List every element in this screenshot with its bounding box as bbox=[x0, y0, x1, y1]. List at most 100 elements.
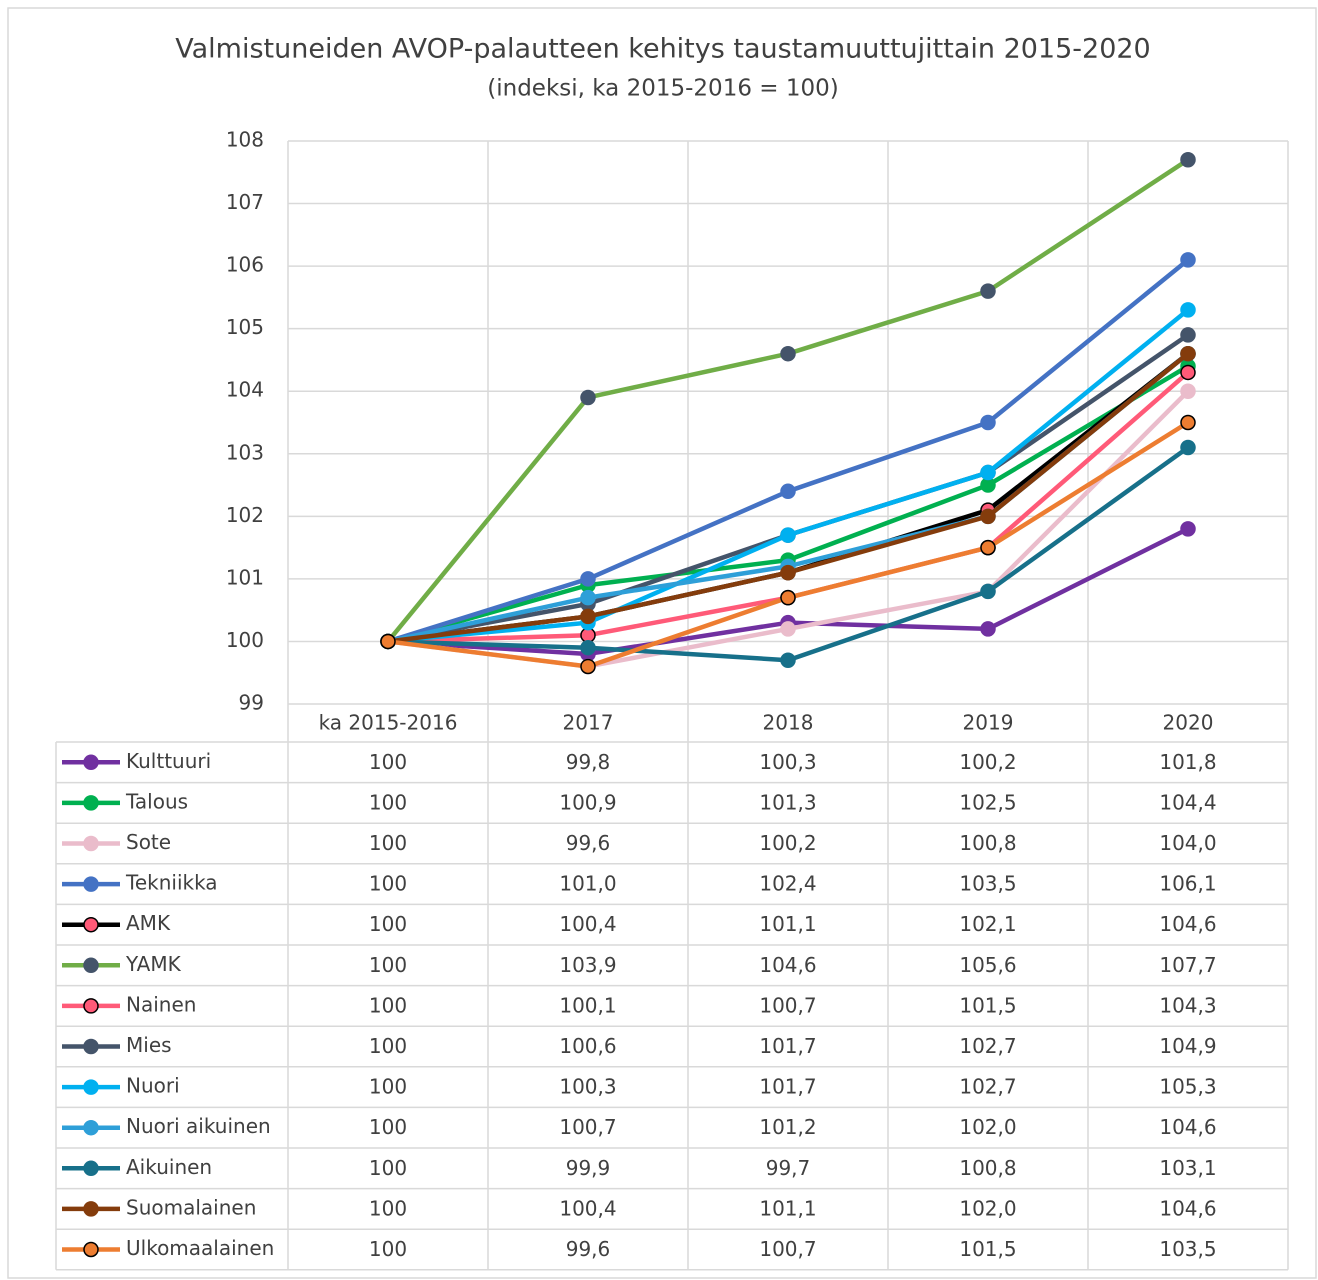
series-marker bbox=[580, 389, 596, 406]
legend-marker bbox=[83, 754, 99, 771]
table-cell: 104,6 bbox=[759, 953, 816, 977]
legend-marker bbox=[83, 916, 99, 933]
table-cell: 101,7 bbox=[759, 1075, 816, 1099]
table-cell: 100 bbox=[369, 1196, 407, 1220]
legend-label: Nuori bbox=[126, 1074, 180, 1098]
table-cell: 100,8 bbox=[959, 1156, 1016, 1180]
table-cell: 102,4 bbox=[759, 872, 816, 896]
table-cell: 100,2 bbox=[959, 750, 1016, 774]
legend-label: Tekniikka bbox=[125, 871, 218, 895]
table-cell: 104,4 bbox=[1159, 790, 1216, 814]
legend-marker bbox=[83, 1201, 99, 1217]
table-cell: 100 bbox=[369, 1237, 407, 1261]
series-marker bbox=[1180, 364, 1196, 381]
series-marker bbox=[980, 621, 996, 637]
legend-marker bbox=[83, 1119, 99, 1136]
table-cell: 107,7 bbox=[1159, 953, 1216, 977]
y-tick-label: 100 bbox=[226, 628, 264, 652]
legend-label: Sote bbox=[126, 830, 171, 854]
series-marker bbox=[1180, 383, 1196, 399]
legend-label: Ulkomaalainen bbox=[126, 1236, 274, 1260]
x-tick-label: 2020 bbox=[1163, 711, 1214, 735]
table-cell: 99,9 bbox=[566, 1156, 611, 1180]
legend-label: Aikuinen bbox=[126, 1155, 212, 1179]
table-cell: 100 bbox=[369, 912, 407, 936]
table-cell: 100 bbox=[369, 953, 407, 977]
series-marker bbox=[580, 608, 596, 625]
series-marker bbox=[780, 652, 796, 668]
legend-label: Nainen bbox=[126, 992, 196, 1016]
table-cell: 101,5 bbox=[959, 1237, 1016, 1261]
table-cell: 100,7 bbox=[759, 1237, 816, 1261]
series-marker bbox=[980, 414, 996, 431]
series-marker bbox=[1180, 521, 1196, 537]
series-marker bbox=[580, 658, 596, 675]
series-marker bbox=[1180, 327, 1196, 343]
table-cell: 101,7 bbox=[759, 1034, 816, 1058]
table-cell: 99,6 bbox=[566, 831, 611, 855]
table-cell: 103,9 bbox=[559, 953, 616, 977]
y-tick-label: 102 bbox=[226, 503, 264, 527]
table-cell: 100,2 bbox=[759, 831, 816, 855]
x-tick-label: 2019 bbox=[963, 711, 1014, 735]
table-cell: 104,9 bbox=[1159, 1034, 1216, 1058]
legend-marker bbox=[83, 1241, 99, 1258]
table-cell: 100 bbox=[369, 1034, 407, 1058]
table-cell: 100 bbox=[369, 750, 407, 774]
series-marker bbox=[980, 508, 996, 525]
series-marker bbox=[780, 589, 796, 606]
series-marker bbox=[380, 633, 396, 650]
legend-label: YAMK bbox=[125, 952, 182, 976]
table-cell: 102,5 bbox=[959, 790, 1016, 814]
table-cell: 103,1 bbox=[1159, 1156, 1216, 1180]
table-cell: 100 bbox=[369, 790, 407, 814]
legend-marker bbox=[83, 835, 99, 852]
series-marker bbox=[780, 345, 796, 362]
y-tick-label: 103 bbox=[226, 440, 264, 464]
table-cell: 102,0 bbox=[959, 1196, 1016, 1220]
table-cell: 102,1 bbox=[959, 912, 1016, 936]
series-marker bbox=[1180, 252, 1196, 268]
table-cell: 101,2 bbox=[759, 1115, 816, 1139]
table-cell: 100 bbox=[369, 1115, 407, 1139]
chart-subtitle: (indeksi, ka 2015-2016 = 100) bbox=[487, 76, 838, 102]
table-cell: 100,8 bbox=[959, 831, 1016, 855]
table-cell: 99,8 bbox=[566, 750, 611, 774]
series-marker bbox=[1180, 439, 1196, 456]
table-cell: 100,1 bbox=[559, 993, 616, 1017]
table-cell: 100,4 bbox=[559, 1196, 616, 1220]
table-cell: 100,4 bbox=[559, 912, 616, 936]
series-marker bbox=[780, 527, 796, 543]
x-tick-label: 2018 bbox=[763, 711, 814, 735]
y-tick-label: 104 bbox=[226, 378, 264, 402]
table-cell: 101,1 bbox=[759, 1196, 816, 1220]
table-cell: 101,8 bbox=[1159, 750, 1216, 774]
table-cell: 104,6 bbox=[1159, 1196, 1216, 1220]
table-cell: 101,1 bbox=[759, 912, 816, 936]
table-cell: 100 bbox=[369, 872, 407, 896]
legend-marker bbox=[83, 998, 99, 1014]
series-marker bbox=[580, 571, 596, 587]
table-cell: 104,3 bbox=[1159, 993, 1216, 1017]
x-tick-label: ka 2015-2016 bbox=[319, 711, 458, 735]
y-tick-label: 105 bbox=[226, 315, 264, 339]
legend-label: AMK bbox=[126, 911, 171, 935]
table-cell: 101,0 bbox=[559, 872, 616, 896]
table-cell: 102,0 bbox=[959, 1115, 1016, 1139]
table-cell: 102,7 bbox=[959, 1075, 1016, 1099]
series-marker bbox=[980, 539, 996, 556]
series-marker bbox=[1180, 152, 1196, 168]
legend-marker bbox=[83, 1079, 99, 1095]
chart-title: Valmistuneiden AVOP-palautteen kehitys t… bbox=[175, 34, 1150, 65]
series-marker bbox=[580, 639, 596, 656]
series-marker bbox=[980, 464, 996, 481]
y-tick-label: 108 bbox=[226, 128, 264, 152]
table-cell: 106,1 bbox=[1159, 872, 1216, 896]
table-cell: 99,7 bbox=[766, 1156, 811, 1180]
table-cell: 104,6 bbox=[1159, 912, 1216, 936]
legend-marker bbox=[83, 795, 99, 811]
series-marker bbox=[980, 583, 996, 600]
table-cell: 101,5 bbox=[959, 993, 1016, 1017]
table-cell: 104,0 bbox=[1159, 831, 1216, 855]
